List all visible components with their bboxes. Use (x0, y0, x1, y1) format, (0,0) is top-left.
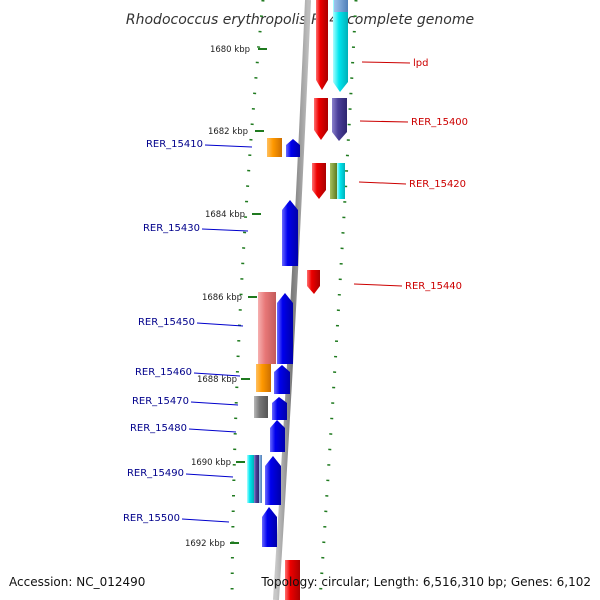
gene-block-rer15450-pink (258, 292, 276, 364)
leader-line (361, 61, 411, 64)
leader-line (188, 428, 237, 433)
leader-line (185, 473, 234, 478)
gene-block-rer15420-cyan (337, 163, 345, 199)
genome-summary-text: Topology: circular; Length: 6,516,310 bp… (260, 575, 591, 589)
gene-arrow-rer15460[interactable] (274, 365, 290, 394)
gene-arrow-lpd-cog[interactable] (333, 0, 348, 92)
gene-arrow-rer15450[interactable] (277, 293, 293, 364)
scale-label: 1688 kbp (197, 375, 237, 385)
gene-arrow-rer15410[interactable] (286, 139, 300, 157)
gene-label-lpd[interactable]: lpd (413, 58, 428, 69)
gene-label-rer15500[interactable]: RER_15500 (123, 513, 180, 524)
gene-label-rer15410[interactable]: RER_15410 (146, 139, 203, 150)
gene-arrow-bottom[interactable] (285, 560, 300, 600)
scale-label: 1686 kbp (202, 293, 242, 303)
leader-line (201, 228, 249, 232)
gene-block-rer15410-orange (267, 138, 282, 157)
forward-strand-genes (247, 138, 300, 547)
gene-block-rer15490-cyan (247, 455, 254, 503)
gene-arrow-rer15480[interactable] (270, 420, 285, 452)
leader-line (193, 372, 241, 377)
gene-label-rer15460[interactable]: RER_15460 (135, 367, 192, 378)
gene-block-rer15490-steel (259, 455, 262, 503)
scale-label: 1680 kbp (210, 45, 250, 55)
gene-block-rer15470-gray (254, 396, 268, 418)
gene-label-rer15470[interactable]: RER_15470 (132, 396, 189, 407)
gene-label-rer15440[interactable]: RER_15440 (405, 281, 462, 292)
gene-block-top-steel (334, 0, 348, 12)
map-title: Rhodococcus erythropolis PR4, complete g… (126, 12, 474, 28)
leader-line (204, 144, 253, 148)
gene-arrow-rer15420[interactable] (312, 163, 326, 199)
scale-label: 1692 kbp (185, 539, 225, 549)
reverse-strand-genes (285, 0, 348, 600)
gene-arrow-rer15500[interactable] (262, 507, 277, 547)
gene-arrow-rer15400-cog[interactable] (332, 98, 347, 141)
gene-label-rer15400[interactable]: RER_15400 (411, 117, 468, 128)
scale-ticks (230, 48, 267, 544)
gene-arrow-rer15440[interactable] (307, 270, 320, 294)
gene-label-rer15490[interactable]: RER_15490 (127, 468, 184, 479)
leader-line (358, 181, 407, 185)
accession-text: Accession: NC_012490 (9, 575, 145, 589)
right-leader-lines (353, 61, 411, 287)
leader-line (353, 283, 403, 287)
gene-arrow-rer15490[interactable] (265, 456, 281, 505)
gene-arrow-lpd[interactable] (316, 0, 328, 90)
inner-guide-arc (318, 0, 358, 600)
gene-label-rer15450[interactable]: RER_15450 (138, 317, 195, 328)
leader-line (190, 401, 239, 406)
leader-line (359, 120, 409, 123)
gene-label-rer15480[interactable]: RER_15480 (130, 423, 187, 434)
gene-arrow-rer15400[interactable] (314, 98, 328, 140)
scale-label: 1682 kbp (208, 127, 248, 137)
genome-backbone (273, 0, 311, 600)
gene-arrow-rer15430[interactable] (282, 200, 298, 266)
left-leader-lines (181, 144, 253, 523)
gene-block-rer15490-purple (254, 455, 259, 503)
gene-block-rer15460-orange (256, 364, 271, 392)
leader-line (181, 518, 230, 523)
gene-arrow-rer15470[interactable] (272, 397, 287, 420)
gene-label-rer15430[interactable]: RER_15430 (143, 223, 200, 234)
gene-label-rer15420[interactable]: RER_15420 (409, 179, 466, 190)
scale-label: 1690 kbp (191, 458, 231, 468)
leader-line (196, 322, 244, 327)
scale-label: 1684 kbp (205, 210, 245, 220)
gene-block-rer15420-olive (330, 163, 337, 199)
